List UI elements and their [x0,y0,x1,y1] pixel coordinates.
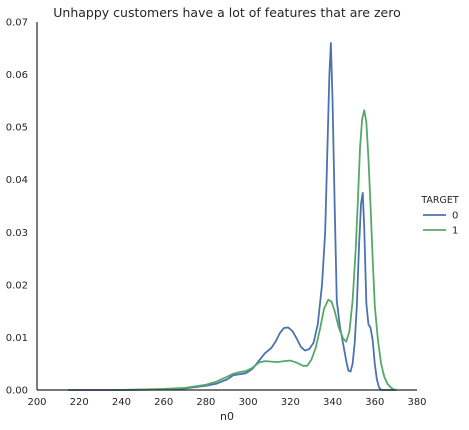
x-tick-label: 380 [407,397,426,408]
legend-entry-label: 1 [452,226,458,237]
x-tick-label: 300 [239,397,258,408]
series-lines [67,42,397,391]
y-tick-label: 0.05 [6,123,28,134]
x-tick-label: 340 [323,397,342,408]
chart-title: Unhappy customers have a lot of features… [53,5,400,20]
y-tick-label: 0.00 [6,386,28,397]
x-tick-label: 260 [154,397,173,408]
y-tick-label: 0.01 [6,333,28,344]
x-tick-label: 240 [112,397,131,408]
y-tick-label: 0.04 [6,175,28,186]
x-axis-ticks: 200 220 240 260 280 300 320 340 360 380 [27,397,426,408]
series-line-0 [67,42,397,391]
legend: TARGET 01 [420,195,459,237]
y-tick-label: 0.03 [6,228,28,239]
x-tick-label: 360 [365,397,384,408]
legend-entries: 01 [423,211,458,237]
y-tick-label: 0.02 [6,280,28,291]
x-axis-label: n0 [220,410,234,423]
y-tick-label: 0.07 [6,18,28,29]
y-axis-ticks: 0.00 0.01 0.02 0.03 0.04 0.05 0.06 0.07 [6,18,28,397]
series-line-1 [109,109,397,391]
x-tick-label: 200 [27,397,46,408]
y-tick-label: 0.06 [6,70,28,81]
x-tick-label: 280 [196,397,215,408]
legend-title: TARGET [420,195,459,206]
x-tick-label: 320 [281,397,300,408]
legend-entry-label: 0 [452,211,458,222]
x-tick-label: 220 [70,397,89,408]
